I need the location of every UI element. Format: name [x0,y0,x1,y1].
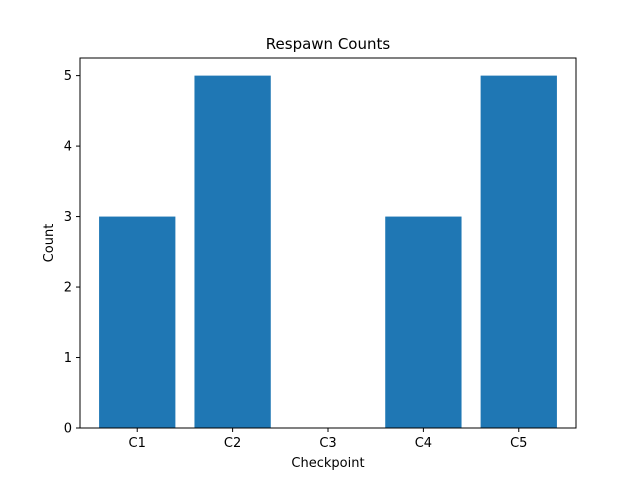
x-axis: C1 C2 C3 C4 C5 [129,428,527,451]
bar-c1 [99,216,176,428]
bar-c2 [194,75,271,428]
x-tick-label-c3: C3 [319,436,336,451]
y-tick-label-1: 1 [64,351,72,366]
x-tick-label-c2: C2 [224,436,241,451]
bars-group [99,75,557,428]
bar-c5 [480,75,557,428]
y-tick-label-2: 2 [64,281,72,296]
y-axis: 0 1 2 3 4 5 [64,69,80,437]
y-tick-label-3: 3 [64,210,72,225]
y-tick-label-5: 5 [64,69,72,84]
x-tick-label-c5: C5 [510,436,527,451]
x-tick-label-c4: C4 [415,436,432,451]
x-axis-label: Checkpoint [291,456,364,471]
y-axis-label: Count [42,224,57,263]
chart-title: Respawn Counts [266,35,391,53]
bar-c4 [385,216,462,428]
x-tick-label-c1: C1 [129,436,146,451]
y-tick-label-4: 4 [64,140,72,155]
y-tick-label-0: 0 [64,422,72,437]
